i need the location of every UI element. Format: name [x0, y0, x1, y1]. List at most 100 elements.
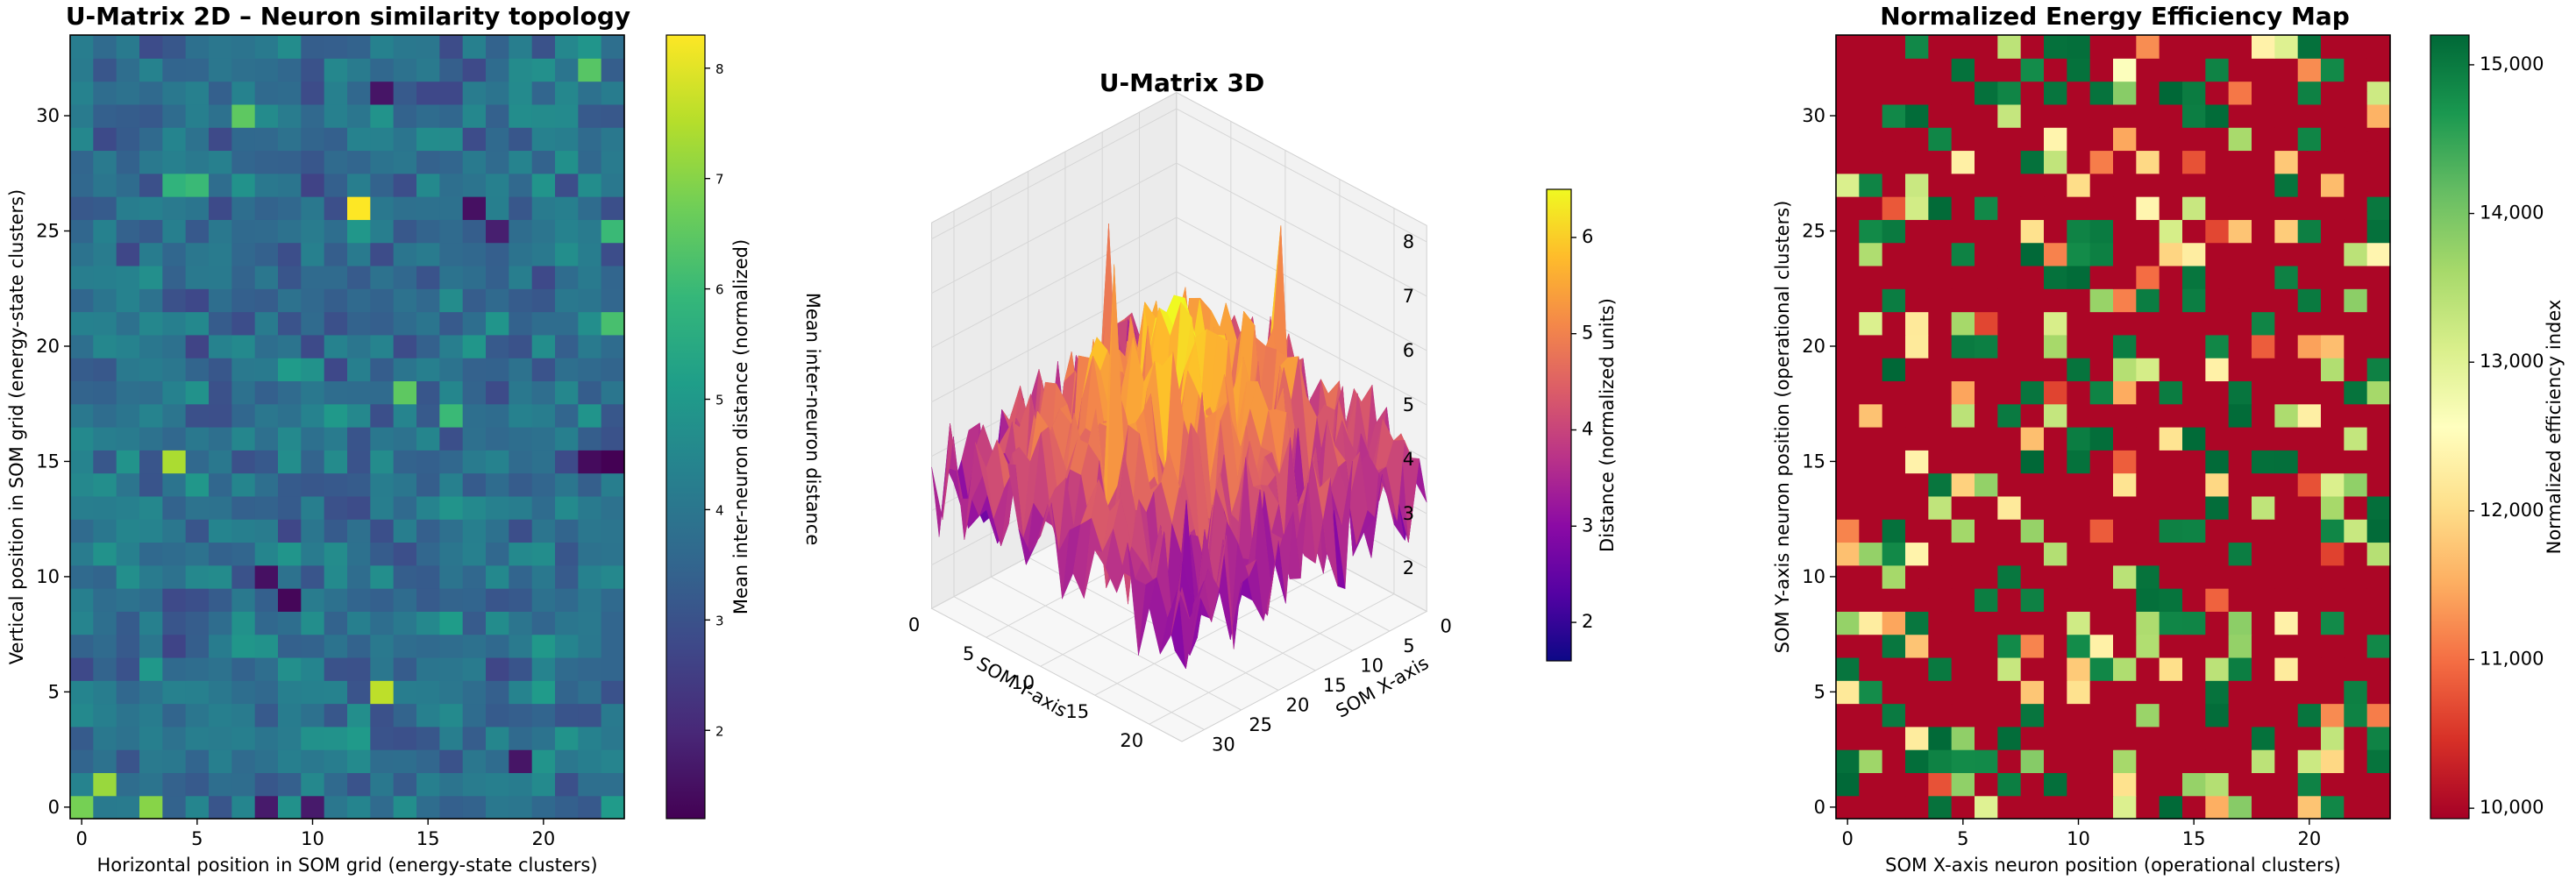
umatrix-2d-cell	[486, 634, 509, 658]
umatrix-2d-cell	[531, 334, 556, 358]
umatrix-2d-cell	[486, 196, 509, 220]
efficiency-map-cell	[2205, 380, 2230, 405]
efficiency-map-cell	[1836, 564, 1860, 589]
umatrix-2d-cell	[209, 150, 232, 174]
colorbar-tick-label: 5	[1582, 323, 1593, 344]
umatrix-2d-cell	[416, 334, 440, 358]
umatrix-2d-cell	[439, 150, 464, 174]
umatrix-2d-cell	[254, 634, 279, 658]
efficiency-map-cell	[2344, 472, 2368, 497]
umatrix-2d-cell	[139, 311, 163, 336]
umatrix-2d-cell	[601, 519, 625, 543]
umatrix-2d-cell	[209, 427, 232, 451]
umatrix-2d-cells	[70, 35, 625, 820]
umatrix-2d-y-label: Vertical position in SOM grid (energy-st…	[6, 189, 27, 664]
umatrix-2d-cell	[116, 103, 140, 128]
efficiency-map-cell	[2020, 519, 2045, 543]
umatrix-2d-cell	[324, 35, 348, 59]
efficiency-map-cell	[2274, 726, 2299, 750]
umatrix-3d-gridline	[1094, 564, 1341, 696]
efficiency-map-cell	[2182, 772, 2206, 797]
umatrix-2d-cell	[347, 749, 371, 774]
umatrix-2d-cell	[324, 196, 348, 220]
umatrix-2d-cell	[509, 173, 533, 197]
efficiency-map-cell	[2274, 334, 2299, 358]
umatrix-2d-cell	[601, 173, 625, 197]
umatrix-2d-cell	[347, 656, 371, 681]
y-tick-label: 30	[36, 105, 60, 126]
y-tick-label: 20	[36, 336, 60, 357]
umatrix-2d-cell	[278, 680, 302, 705]
umatrix-2d-cell	[93, 656, 117, 681]
colorbar-tick-label: 7	[715, 172, 724, 188]
efficiency-map-cell	[2089, 358, 2114, 382]
umatrix-2d-cell	[416, 427, 440, 451]
umatrix-2d-cell	[162, 703, 187, 727]
umatrix-2d-cell	[601, 450, 625, 474]
umatrix-2d-cell	[116, 196, 140, 220]
efficiency-map-cell	[2228, 726, 2252, 750]
efficiency-map-cell	[2366, 127, 2391, 152]
umatrix-2d-cell	[162, 334, 187, 358]
efficiency-map-cell	[2044, 358, 2067, 382]
umatrix-2d-cell	[93, 196, 117, 220]
umatrix-2d-cell	[555, 127, 579, 152]
umatrix-2d-cell	[439, 288, 464, 313]
y-tick-label: 5	[1814, 681, 1825, 702]
umatrix-2d-cell	[531, 495, 556, 520]
umatrix-2d-cell	[439, 542, 464, 566]
umatrix-2d-cell	[531, 242, 556, 266]
umatrix-2d-cell	[347, 81, 371, 105]
efficiency-map-cell	[1859, 703, 1883, 727]
efficiency-map-cell	[2113, 311, 2137, 336]
efficiency-map-cell	[2182, 403, 2206, 428]
efficiency-map-cell	[2366, 611, 2391, 635]
efficiency-map-cell	[2159, 749, 2183, 774]
umatrix-2d-cell	[439, 35, 464, 59]
efficiency-map-cell	[1882, 795, 1906, 820]
efficiency-map-cell	[2205, 519, 2230, 543]
umatrix-2d-cell	[301, 219, 325, 244]
efficiency-map-cell	[2366, 519, 2391, 543]
umatrix-2d-cell	[578, 564, 602, 589]
umatrix-2d-cell	[139, 656, 163, 681]
umatrix-2d-cell	[278, 403, 302, 428]
x-tick-label: 15	[416, 828, 440, 849]
umatrix-2d-cell	[601, 380, 625, 405]
umatrix-2d-cell	[278, 564, 302, 589]
umatrix-2d-cell	[116, 772, 140, 797]
efficiency-map-cell	[2159, 588, 2183, 612]
efficiency-map-cell	[2159, 35, 2183, 59]
umatrix-2d-cell	[301, 588, 325, 612]
efficiency-map-cell	[2297, 634, 2322, 658]
umatrix-2d-cell	[347, 564, 371, 589]
efficiency-map-cell	[2274, 656, 2299, 681]
umatrix-2d-cell	[209, 772, 232, 797]
efficiency-map-cell	[2205, 265, 2230, 289]
umatrix-3d-z-tick-label: 8	[1403, 231, 1414, 252]
efficiency-map-cell	[2136, 450, 2160, 474]
umatrix-2d-cell	[162, 150, 187, 174]
umatrix-2d-cell	[601, 472, 625, 497]
efficiency-map-cell	[2228, 173, 2252, 197]
umatrix-2d-cell	[486, 242, 509, 266]
umatrix-3d-z-tick-label: 6	[1403, 340, 1414, 361]
efficiency-map-cell	[2113, 127, 2137, 152]
umatrix-2d-cell	[578, 334, 602, 358]
umatrix-2d-cell	[185, 242, 210, 266]
efficiency-map-cell	[2089, 772, 2114, 797]
efficiency-map-cell	[2136, 611, 2160, 635]
umatrix-2d-cell	[324, 334, 348, 358]
efficiency-map-cell	[2321, 150, 2345, 174]
efficiency-map-cell	[1905, 265, 1929, 289]
umatrix-2d-cell	[185, 358, 210, 382]
efficiency-map-cell	[2044, 703, 2067, 727]
umatrix-2d-cell	[139, 450, 163, 474]
efficiency-map-cell	[1859, 196, 1883, 220]
efficiency-map-cell	[1836, 772, 1860, 797]
umatrix-2d-cell	[231, 611, 256, 635]
umatrix-2d-cell	[531, 450, 556, 474]
efficiency-map-cell	[1975, 403, 1998, 428]
umatrix-2d-panel: U-Matrix 2D – Neuron similarity topology…	[6, 2, 751, 876]
efficiency-map-cell	[1951, 311, 1975, 336]
